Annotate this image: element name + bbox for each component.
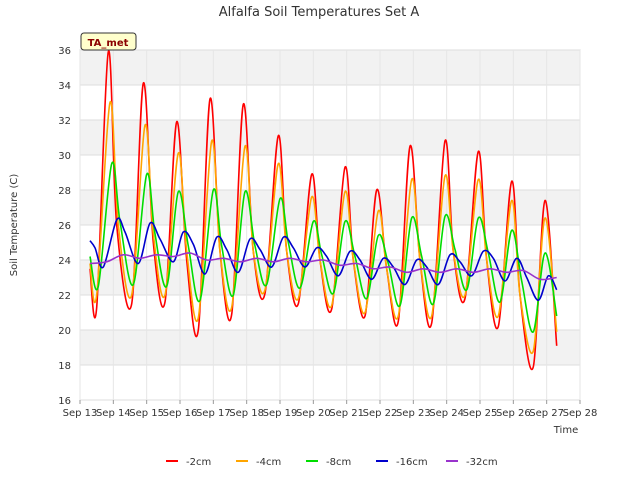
legend: -2cm -4cm -8cm -16cm -32cm: [166, 457, 498, 468]
y-tick-label: 18: [58, 361, 71, 372]
x-tick-label: Sep 21: [329, 408, 364, 419]
legend-label: -2cm: [186, 457, 211, 468]
series-line-32cm: [89, 252, 557, 281]
y-tick-label: 26: [58, 221, 71, 232]
x-tick-label: Sep 15: [129, 408, 164, 419]
x-tick-label: Sep 23: [396, 408, 431, 419]
station-label-background: [80, 32, 137, 51]
series-line-4cm: [89, 100, 558, 355]
grid-band: [80, 120, 580, 155]
y-axis-title: Soil Temperature (C): [9, 174, 20, 277]
x-tick-label: Sep 18: [229, 408, 264, 419]
legend-label: -4cm: [256, 457, 281, 468]
x-tick-label: Sep 22: [363, 408, 398, 419]
x-tick-label: Sep 24: [429, 408, 464, 419]
y-tick-label: 36: [58, 46, 71, 57]
x-tick-label: Sep 14: [96, 408, 131, 419]
y-tick-label: 32: [58, 116, 71, 127]
y-tick-label: 16: [58, 396, 71, 407]
x-tick-label: Sep 19: [263, 408, 298, 419]
station-label: TA_met: [88, 38, 129, 49]
y-axis: 16 18 20 22 24 26 28 30 32 34 36: [58, 46, 71, 407]
x-tick-label: Sep 26: [496, 408, 531, 419]
grid-band: [80, 190, 580, 225]
y-tick-label: 30: [58, 151, 71, 162]
y-tick-label: 28: [58, 186, 71, 197]
station-label-box: TA_met: [80, 32, 137, 51]
y-tick-label: 22: [58, 291, 71, 302]
plot-bands: [80, 50, 580, 365]
x-tick-label: Sep 13: [63, 408, 98, 419]
grid-band: [80, 330, 580, 365]
x-tick-label: Sep 28: [563, 408, 598, 419]
series-layer: [89, 50, 558, 371]
y-tick-label: 20: [58, 326, 71, 337]
legend-label: -32cm: [466, 457, 498, 468]
legend-label: -16cm: [396, 457, 428, 468]
chart-title: Alfalfa Soil Temperatures Set A: [219, 5, 420, 20]
x-tick-label: Sep 20: [296, 408, 331, 419]
y-tick-label: 34: [58, 81, 71, 92]
grid-band: [80, 50, 580, 85]
x-tick-label: Sep 25: [463, 408, 498, 419]
x-axis-title: Time: [553, 425, 578, 436]
x-tick-label: Sep 27: [529, 408, 564, 419]
series-line-8cm: [89, 161, 558, 333]
x-tick-label: Sep 17: [196, 408, 231, 419]
x-tick-label: Sep 16: [163, 408, 198, 419]
series-line-16cm: [89, 217, 558, 302]
legend-label: -8cm: [326, 457, 351, 468]
y-tick-label: 24: [58, 256, 71, 267]
series-line-2cm: [89, 50, 558, 371]
